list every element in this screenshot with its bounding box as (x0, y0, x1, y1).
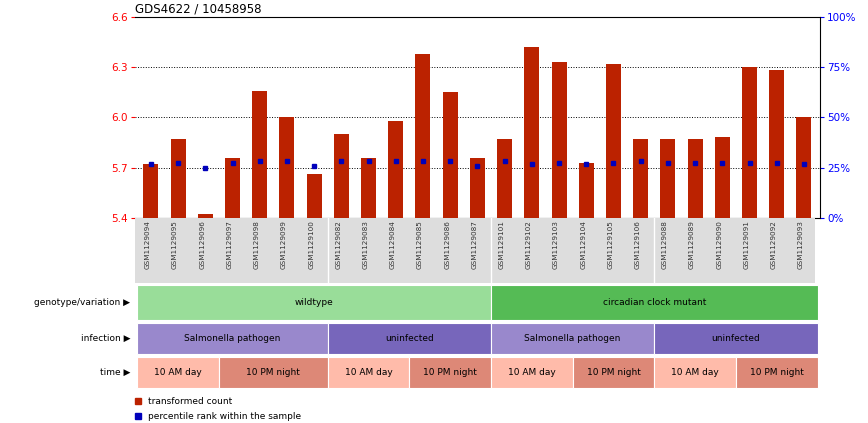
Bar (579, 162, 594, 218)
Text: wildtype: wildtype (295, 298, 333, 307)
Text: genotype/variation ▶: genotype/variation ▶ (34, 298, 130, 307)
Text: 10 PM night: 10 PM night (424, 368, 477, 377)
Bar (328, 323, 491, 354)
Text: GSM1129105: GSM1129105 (608, 220, 614, 269)
Text: GSM1129089: GSM1129089 (689, 220, 695, 269)
Bar (334, 134, 349, 218)
Text: GSM1129095: GSM1129095 (172, 220, 178, 269)
Text: uninfected: uninfected (385, 334, 434, 343)
Bar (633, 139, 648, 218)
Bar (491, 357, 573, 388)
Bar (225, 158, 240, 218)
Bar (279, 117, 294, 218)
Bar (253, 91, 267, 218)
Text: GSM1129087: GSM1129087 (471, 220, 477, 269)
Text: GSM1129086: GSM1129086 (444, 220, 450, 269)
Text: uninfected: uninfected (712, 334, 760, 343)
Bar (661, 139, 675, 218)
Text: infection ▶: infection ▶ (81, 334, 130, 343)
Bar (361, 158, 376, 218)
Bar (416, 54, 431, 218)
Text: GSM1129088: GSM1129088 (662, 220, 667, 269)
Bar (219, 357, 328, 388)
Text: GSM1129106: GSM1129106 (635, 220, 641, 269)
Text: 10 AM day: 10 AM day (155, 368, 202, 377)
Bar (388, 121, 404, 218)
Text: GSM1129104: GSM1129104 (580, 220, 586, 269)
Text: 10 PM night: 10 PM night (587, 368, 641, 377)
Text: 10 AM day: 10 AM day (671, 368, 719, 377)
Bar (715, 137, 730, 218)
Text: Salmonella pathogen: Salmonella pathogen (184, 334, 280, 343)
Bar (137, 323, 328, 354)
Text: GSM1129100: GSM1129100 (308, 220, 314, 269)
Text: GSM1129103: GSM1129103 (553, 220, 559, 269)
Text: 10 PM night: 10 PM night (750, 368, 804, 377)
Text: circadian clock mutant: circadian clock mutant (602, 298, 706, 307)
Text: GSM1129102: GSM1129102 (526, 220, 532, 269)
Bar (606, 64, 621, 218)
Text: GSM1129085: GSM1129085 (417, 220, 423, 269)
Bar (797, 117, 812, 218)
Bar (470, 158, 485, 218)
Bar (736, 357, 818, 388)
Bar (524, 47, 539, 218)
Bar (742, 67, 757, 218)
Bar (687, 139, 702, 218)
Text: percentile rank within the sample: percentile rank within the sample (148, 412, 301, 421)
Bar (551, 62, 567, 218)
Text: 10 AM day: 10 AM day (508, 368, 556, 377)
Bar (171, 139, 186, 218)
Bar (573, 357, 654, 388)
Bar (143, 164, 158, 218)
Text: GSM1129091: GSM1129091 (744, 220, 749, 269)
Text: Salmonella pathogen: Salmonella pathogen (524, 334, 621, 343)
Bar (410, 357, 491, 388)
Text: GSM1129092: GSM1129092 (771, 220, 777, 269)
Text: GSM1129097: GSM1129097 (227, 220, 233, 269)
Text: GSM1129084: GSM1129084 (390, 220, 396, 269)
Text: GSM1129082: GSM1129082 (335, 220, 341, 269)
Bar (306, 174, 322, 218)
Text: GSM1129083: GSM1129083 (363, 220, 369, 269)
Text: transformed count: transformed count (148, 396, 233, 406)
Bar (137, 357, 219, 388)
Bar (491, 323, 654, 354)
Bar (137, 285, 491, 320)
Text: GDS4622 / 10458958: GDS4622 / 10458958 (135, 3, 261, 16)
Bar (497, 139, 512, 218)
Bar (328, 357, 410, 388)
Bar (198, 214, 213, 218)
Text: GSM1129098: GSM1129098 (253, 220, 260, 269)
Text: time ▶: time ▶ (100, 368, 130, 377)
Bar (769, 71, 784, 218)
Text: GSM1129090: GSM1129090 (716, 220, 722, 269)
Text: GSM1129096: GSM1129096 (200, 220, 206, 269)
Text: GSM1129094: GSM1129094 (145, 220, 151, 269)
Text: 10 AM day: 10 AM day (345, 368, 392, 377)
Text: GSM1129099: GSM1129099 (281, 220, 287, 269)
Text: GSM1129101: GSM1129101 (498, 220, 504, 269)
Text: 10 PM night: 10 PM night (247, 368, 300, 377)
Text: GSM1129093: GSM1129093 (798, 220, 804, 269)
Bar (443, 92, 457, 218)
Bar (654, 323, 818, 354)
Bar (491, 285, 818, 320)
Bar (654, 357, 736, 388)
